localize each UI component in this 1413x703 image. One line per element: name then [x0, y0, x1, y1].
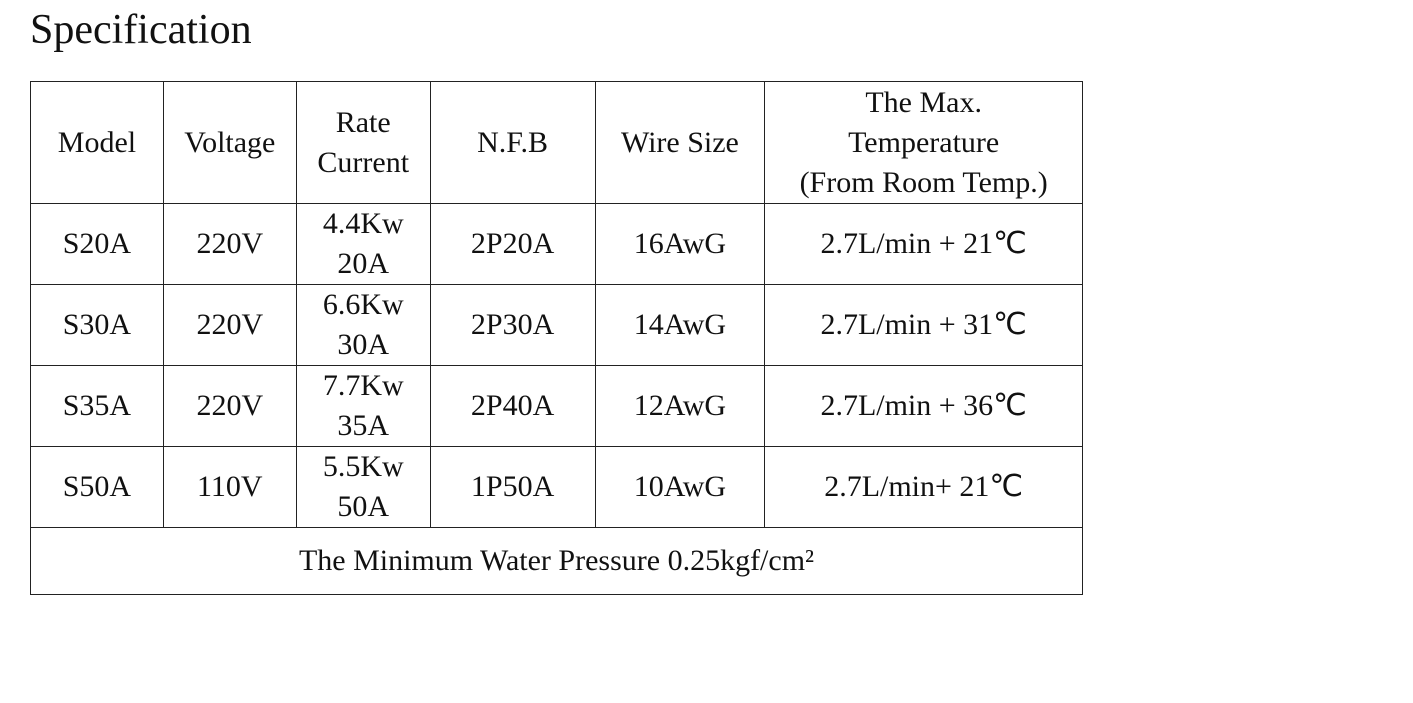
cell: 2.7L/min+ 21℃	[764, 446, 1083, 528]
cell: S35A	[30, 365, 164, 447]
cell: 2P40A	[429, 365, 596, 447]
data-row: S30A 220V 6.6Kw 30A 2P30A 14AwG 2.7L/min + 31℃	[30, 284, 1083, 366]
cell: S20A	[30, 203, 164, 285]
cell-line: The Max.	[865, 85, 982, 119]
data-row: S35A 220V 7.7Kw 35A 2P40A 12AwG 2.7L/min + 36℃	[30, 365, 1083, 447]
cell-line: 5.5Kw	[322, 450, 404, 483]
cell: 4.4Kw 20A	[295, 203, 431, 285]
cell: 2P30A	[429, 284, 596, 366]
cell: 110V	[162, 446, 297, 528]
cell-line: Temperature	[848, 125, 1000, 159]
cell: S30A	[30, 284, 164, 366]
cell: 220V	[162, 203, 297, 285]
footer-cell: The Minimum Water Pressure 0.25kgf/cm²	[30, 527, 1083, 595]
title: Specification	[30, 7, 252, 53]
header-cell: Model	[30, 81, 164, 204]
cell: 14AwG	[594, 284, 766, 366]
cell: 10AwG	[594, 446, 766, 528]
footer-row: The Minimum Water Pressure 0.25kgf/cm²	[30, 527, 1083, 595]
cell: 5.5Kw 50A	[295, 446, 431, 528]
header-cell: N.F.B	[429, 81, 596, 204]
cell: 2.7L/min + 36℃	[764, 365, 1083, 447]
header-cell: Voltage	[162, 81, 297, 204]
cell: S50A	[30, 446, 164, 528]
header-cell: Wire Size	[594, 81, 766, 204]
cell-line: 6.6Kw	[322, 288, 404, 321]
cell: 2P20A	[429, 203, 596, 285]
cell-line: 20A	[337, 247, 390, 280]
cell: 12AwG	[594, 365, 766, 447]
cell: 6.6Kw 30A	[295, 284, 431, 366]
cell-line: Rate	[335, 105, 391, 139]
cell-line: 35A	[337, 409, 390, 442]
data-row: S20A 220V 4.4Kw 20A 2P20A 16AwG 2.7L/min + 21℃	[30, 203, 1083, 285]
cell-line: (From Room Temp.)	[799, 165, 1048, 199]
cell-line: 4.4Kw	[322, 207, 404, 240]
header-cell: Rate Current	[295, 81, 431, 204]
cell: 220V	[162, 365, 297, 447]
data-row: S50A 110V 5.5Kw 50A 1P50A 10AwG 2.7L/min+ 21℃	[30, 446, 1083, 528]
cell-line: 50A	[337, 490, 390, 523]
cell: 220V	[162, 284, 297, 366]
cell-line: 7.7Kw	[322, 369, 404, 402]
cell: 2.7L/min + 21℃	[764, 203, 1083, 285]
cell: 16AwG	[594, 203, 766, 285]
header-row: Model Voltage Rate Current N.F.B Wire Size The…	[30, 81, 1083, 204]
cell-line: Current	[317, 145, 410, 179]
cell-line: 30A	[337, 328, 390, 361]
cell: 7.7Kw 35A	[295, 365, 431, 447]
header-cell: The Max. Temperature (From Room Temp.)	[764, 81, 1083, 204]
cell: 1P50A	[429, 446, 596, 528]
cell: 2.7L/min + 31℃	[764, 284, 1083, 366]
spec-table: Model Voltage Rate Current N.F.B Wire Size The…	[30, 81, 1083, 595]
